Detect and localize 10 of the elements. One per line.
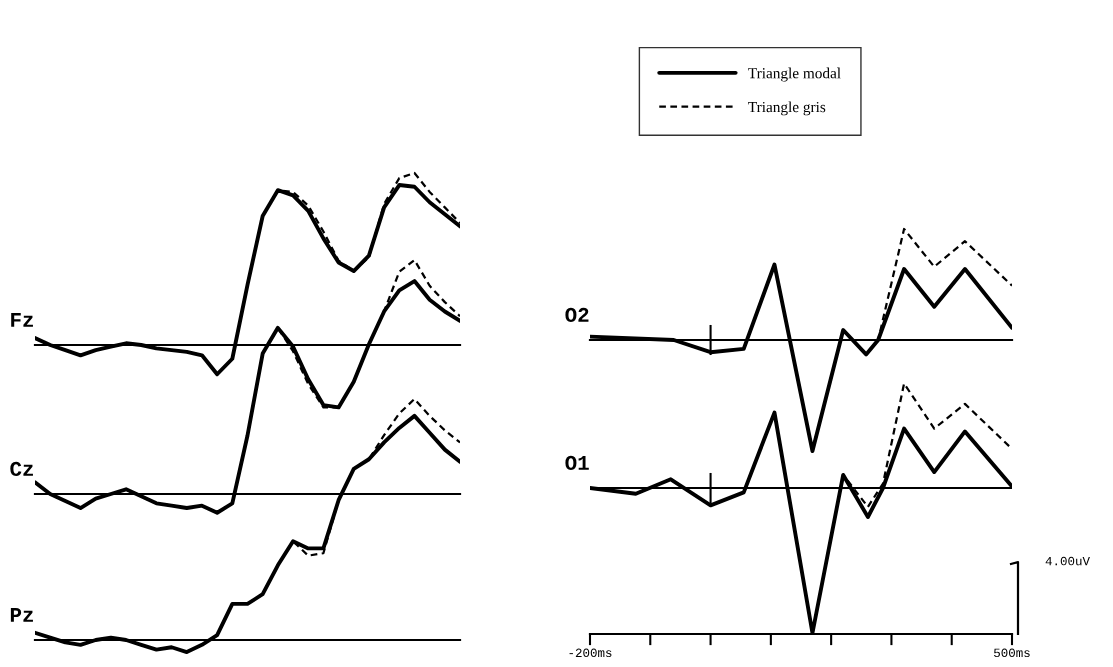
text: Pz bbox=[10, 608, 33, 622]
text: Fz bbox=[11, 313, 33, 327]
text: 4.00uV bbox=[1045, 556, 1090, 566]
x-tick-label: 500ms bbox=[994, 648, 1030, 658]
x-tick-label: -200ms bbox=[569, 648, 612, 658]
legend-label: Triangle modal bbox=[748, 67, 841, 82]
legend-label: Triangle gris bbox=[748, 101, 826, 116]
text: O1 bbox=[565, 455, 589, 470]
text: O2 bbox=[565, 307, 589, 322]
text: Cz bbox=[10, 461, 33, 476]
